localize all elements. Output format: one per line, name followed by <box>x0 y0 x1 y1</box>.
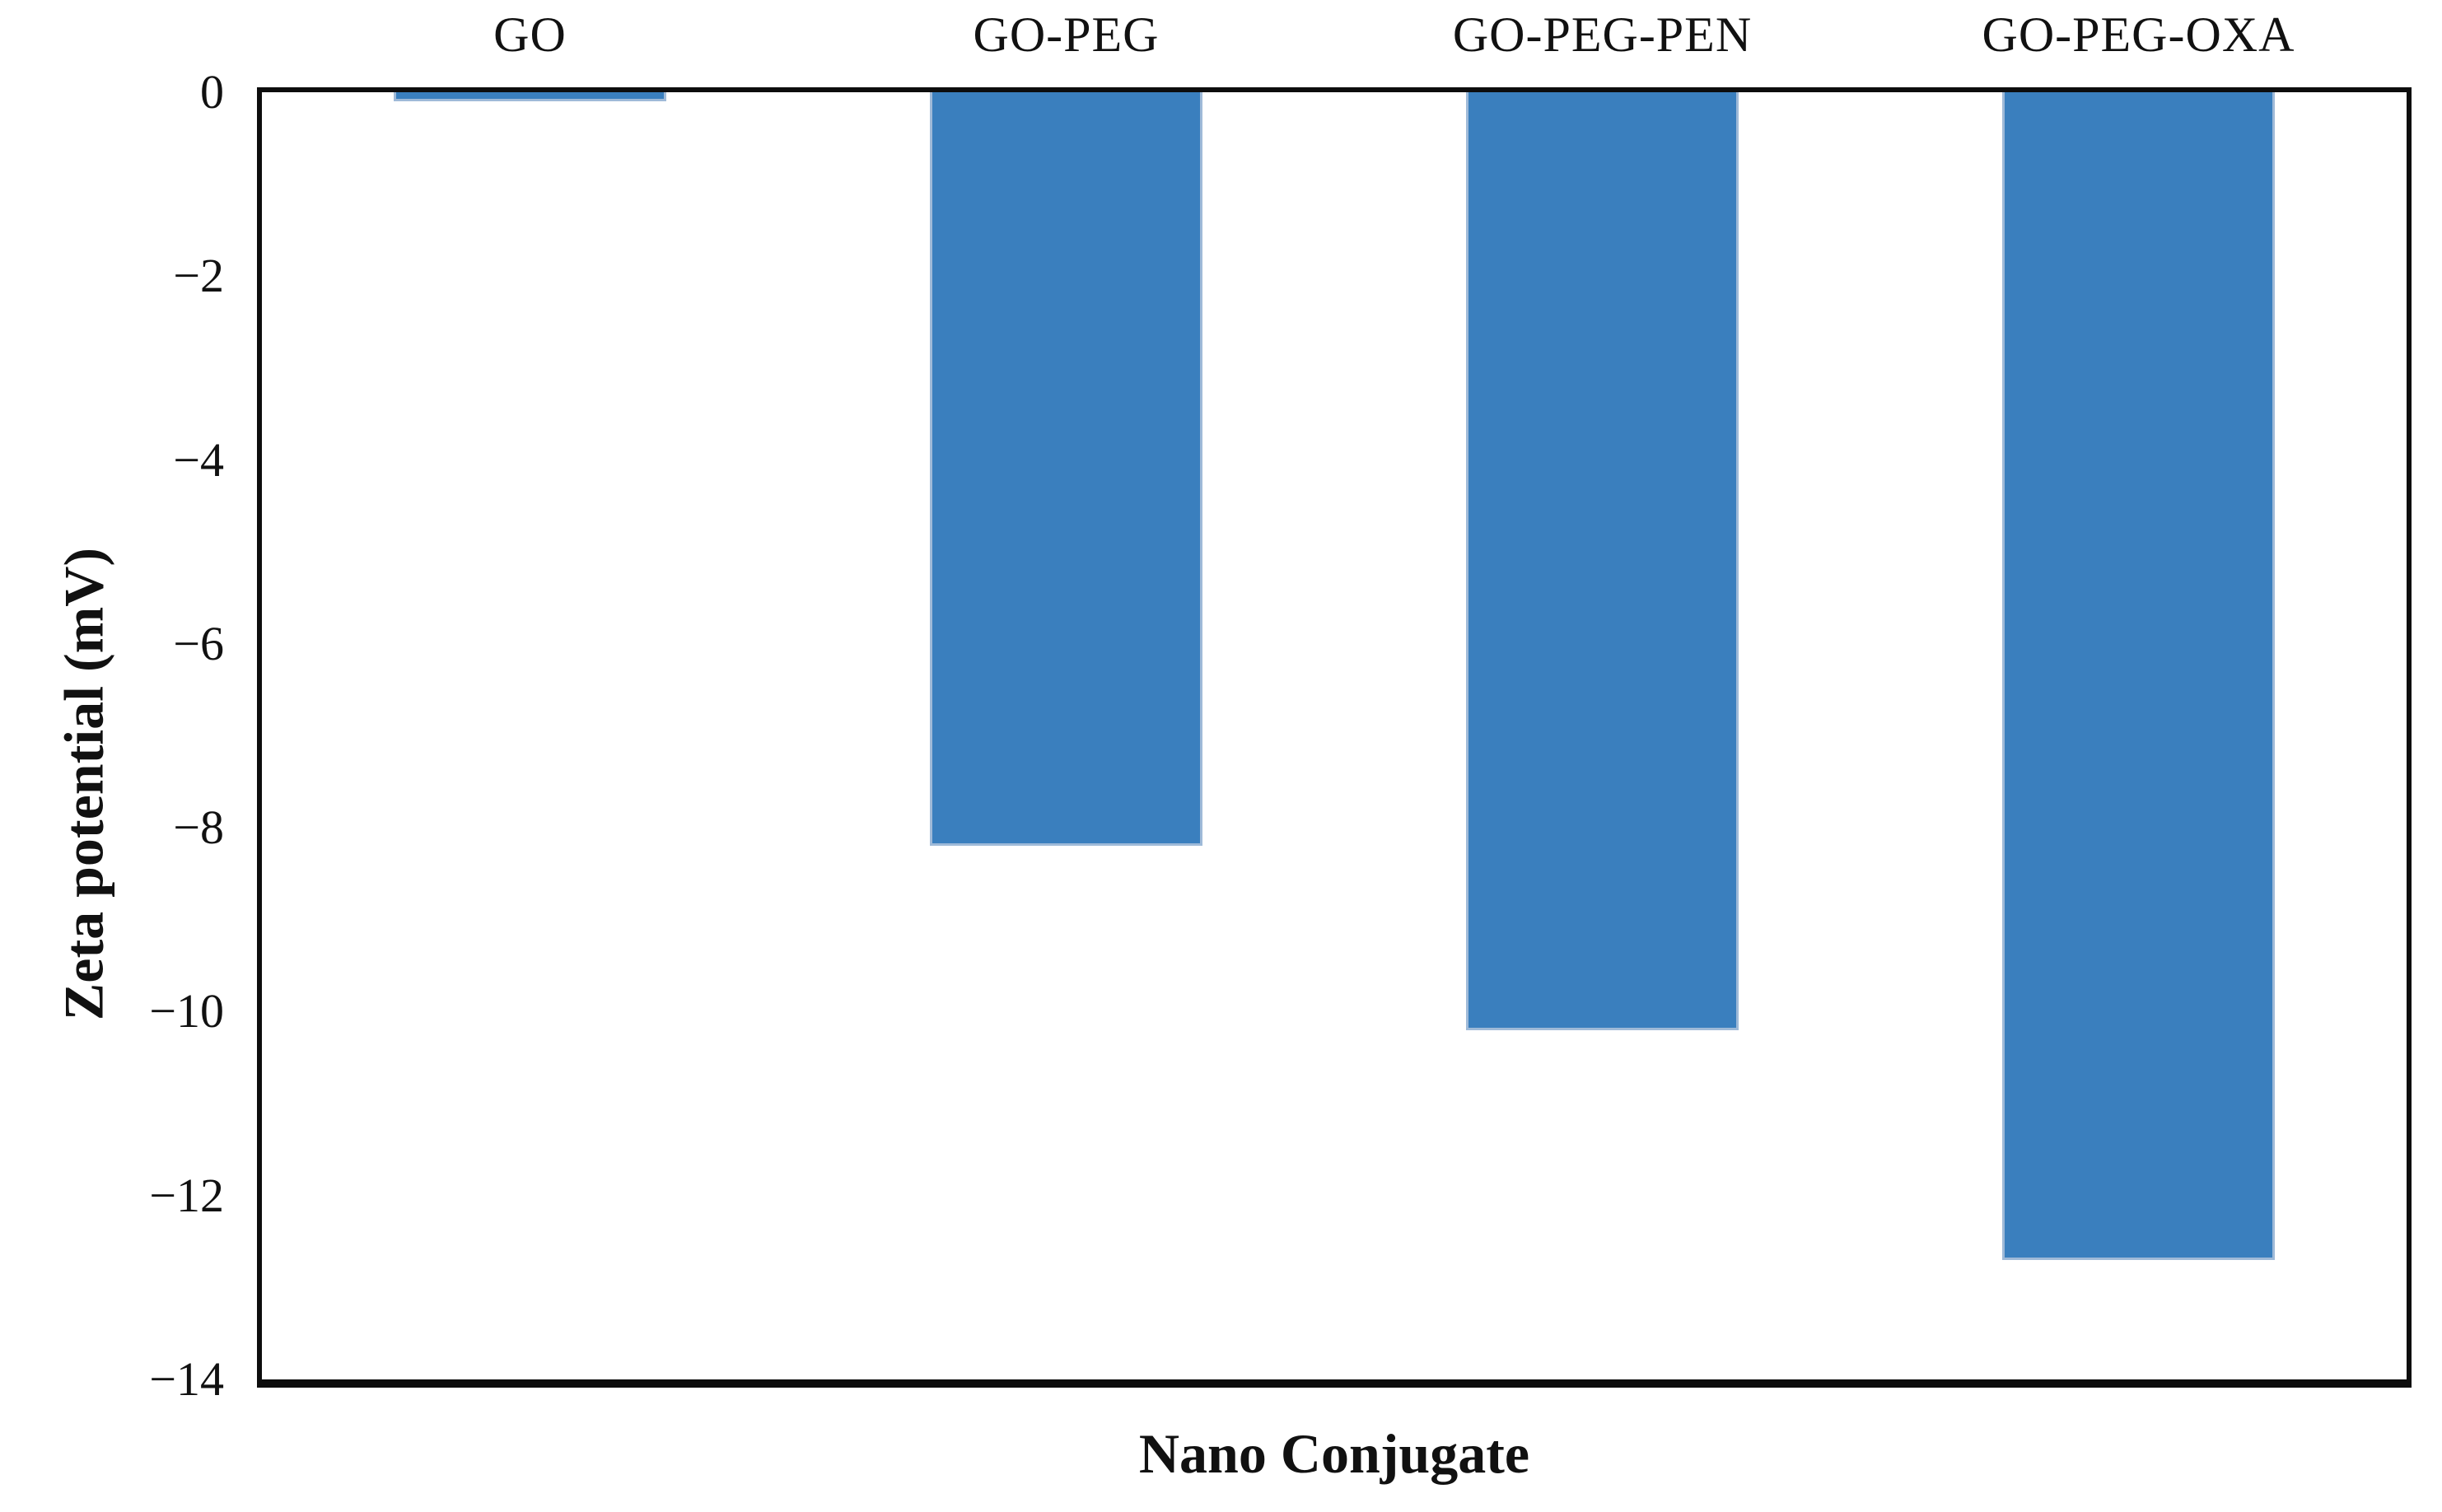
bar-go-peg <box>930 92 1202 847</box>
bar-go <box>394 92 666 102</box>
category-label: GO <box>493 7 567 62</box>
y-tick-label: −12 <box>149 1168 224 1222</box>
category-label: GO-PEG <box>973 7 1160 62</box>
bars-layer <box>262 92 2407 1379</box>
y-tick-label: −2 <box>173 249 224 303</box>
y-tick-label: −14 <box>149 1352 224 1406</box>
y-tick-label: −10 <box>149 984 224 1038</box>
x-axis-title: Nano Conjugate <box>1138 1422 1530 1485</box>
y-tick-label: −4 <box>173 432 224 487</box>
y-tick-label: −8 <box>173 800 224 855</box>
y-tick-label: −6 <box>173 616 224 670</box>
y-tick-label: 0 <box>200 65 224 119</box>
category-labels-row: GO GO-PEG GO-PEG-PEN GO-PEG-OXA <box>262 5 2407 64</box>
bar-go-peg-oxa <box>2002 92 2275 1260</box>
category-label: GO-PEG-OXA <box>1982 7 2295 62</box>
plot-area <box>257 87 2412 1388</box>
bar-go-peg-pen <box>1466 92 1739 1030</box>
category-label: GO-PEG-PEN <box>1452 7 1753 62</box>
y-axis-title: Zeta potential (mV) <box>52 547 115 1021</box>
